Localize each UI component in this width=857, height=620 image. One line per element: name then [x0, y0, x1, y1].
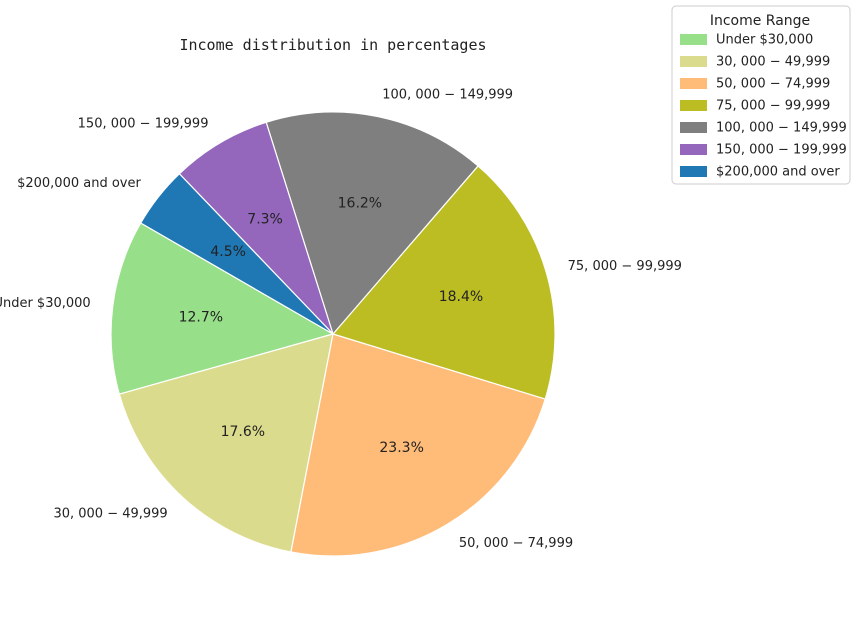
legend-swatch [680, 78, 707, 89]
legend-label: Under $30,000 [716, 33, 813, 48]
slice-percent-label: 7.3% [247, 211, 283, 227]
legend-label: 150, 000 − 199,999 [716, 143, 847, 158]
slice-percent-label: 12.7% [179, 309, 223, 325]
pie-slice-under-30-000 [110, 222, 335, 395]
legend-swatch [680, 166, 707, 177]
slice-percent-label: 18.4% [439, 289, 483, 305]
legend-swatch [680, 34, 707, 45]
slice-label: 50, 000 − 74,999 [459, 536, 573, 551]
slice-percent-label: 4.5% [210, 244, 246, 260]
pie-slice-50-000-74-999 [290, 333, 547, 557]
slice-label: $200,000 and over [17, 176, 141, 191]
legend-label: $200,000 and over [716, 165, 840, 180]
legend-swatch [680, 144, 707, 155]
slice-percent-label: 23.3% [379, 440, 423, 456]
legend-swatch [680, 100, 707, 111]
pie-slices [110, 111, 556, 557]
slice-label: 100, 000 − 149,999 [382, 87, 513, 102]
slice-percent-labels: 12.7% 17.6% 23.3% 18.4% 16.2% 7.3% 4.5% [179, 196, 484, 457]
pie-slice-30-000-49-999 [118, 333, 334, 553]
slice-label: 30, 000 − 49,999 [53, 506, 167, 521]
legend: Income Range Under $30,000 30, 000 − 49,9… [671, 5, 851, 185]
slice-percent-label: 17.6% [221, 424, 265, 440]
legend-label: 75, 000 − 99,999 [716, 99, 830, 114]
chart-title: Income distribution in percentages [179, 36, 486, 54]
legend-label: 30, 000 − 49,999 [716, 55, 830, 70]
slice-label: Under $30,000 [0, 296, 91, 311]
pie-slice-150-000-199-999 [178, 121, 334, 335]
legend-swatch [680, 122, 707, 133]
slice-label: 150, 000 − 199,999 [78, 116, 209, 131]
legend-swatch [680, 56, 707, 67]
pie-slice-100-000-149-999 [265, 111, 479, 336]
pie-slice-75-000-99-999 [331, 165, 556, 400]
legend-label: 100, 000 − 149,999 [716, 121, 847, 136]
legend-box [671, 5, 851, 185]
slice-percent-label: 16.2% [338, 196, 382, 212]
pie-slice-200-000-and-over [139, 172, 334, 335]
legend-label: 50, 000 − 74,999 [716, 77, 830, 92]
slice-labels: Under $30,000 30, 000 − 49,999 50, 000 − 7… [0, 87, 682, 550]
legend-items: Under $30,000 30, 000 − 49,999 50, 000 − 7… [680, 33, 847, 180]
slice-label: 75, 000 − 99,999 [568, 259, 682, 274]
legend-title: Income Range [710, 13, 810, 29]
